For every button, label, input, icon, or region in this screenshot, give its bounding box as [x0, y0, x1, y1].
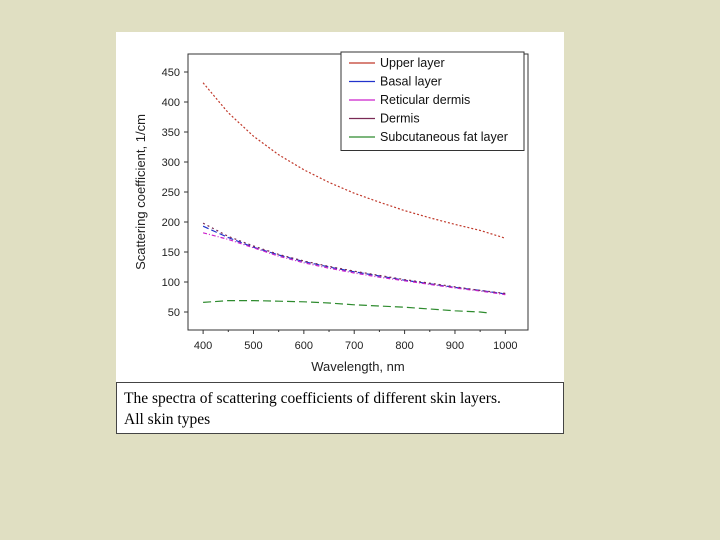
caption-line-2: All skin types	[124, 411, 211, 428]
series-line-2	[202, 225, 506, 295]
y-tick-label: 450	[162, 67, 180, 79]
y-tick-label: 400	[162, 97, 180, 109]
x-axis-title: Wavelength, nm	[311, 359, 404, 374]
caption-box: The spectra of scattering coefficients o…	[116, 382, 564, 434]
y-tick-label: 50	[168, 307, 180, 319]
y-tick-label: 250	[162, 187, 180, 199]
series-line-1	[202, 82, 506, 239]
y-tick-label: 300	[162, 157, 180, 169]
series-line-4	[202, 222, 506, 294]
series-line-3	[202, 232, 506, 296]
y-tick-label: 150	[162, 247, 180, 259]
x-tick-label: 800	[395, 340, 413, 352]
x-tick-label: 1000	[493, 340, 517, 352]
legend-box	[340, 51, 525, 151]
x-tick-label: 900	[446, 340, 464, 352]
x-tick-label: 700	[345, 340, 363, 352]
y-tick-label: 100	[162, 277, 180, 289]
x-tick-label: 500	[244, 340, 262, 352]
legend-label: Upper layer	[380, 56, 445, 70]
caption-line-1: The spectra of scattering coefficients o…	[124, 390, 501, 407]
y-axis-title: Scattering coefficient, 1/cm	[133, 114, 148, 270]
y-tick-label: 350	[162, 127, 180, 139]
chart-figure: 400 500 600 700 800 900 1000 50 100 150 200 250 300 3…	[116, 32, 564, 382]
chart-svg: 400 500 600 700 800 900 1000 50 100 150 200 250 300 3…	[133, 51, 529, 374]
legend-label: Reticular dermis	[380, 93, 470, 107]
x-tick-label: 400	[194, 340, 212, 352]
legend-label: Subcutaneous fat layer	[380, 130, 508, 144]
legend-label: Basal layer	[380, 75, 442, 89]
x-tick-label: 600	[295, 340, 313, 352]
y-tick-label: 200	[162, 217, 180, 229]
legend-label: Dermis	[380, 112, 420, 126]
series-line-5	[203, 300, 491, 314]
